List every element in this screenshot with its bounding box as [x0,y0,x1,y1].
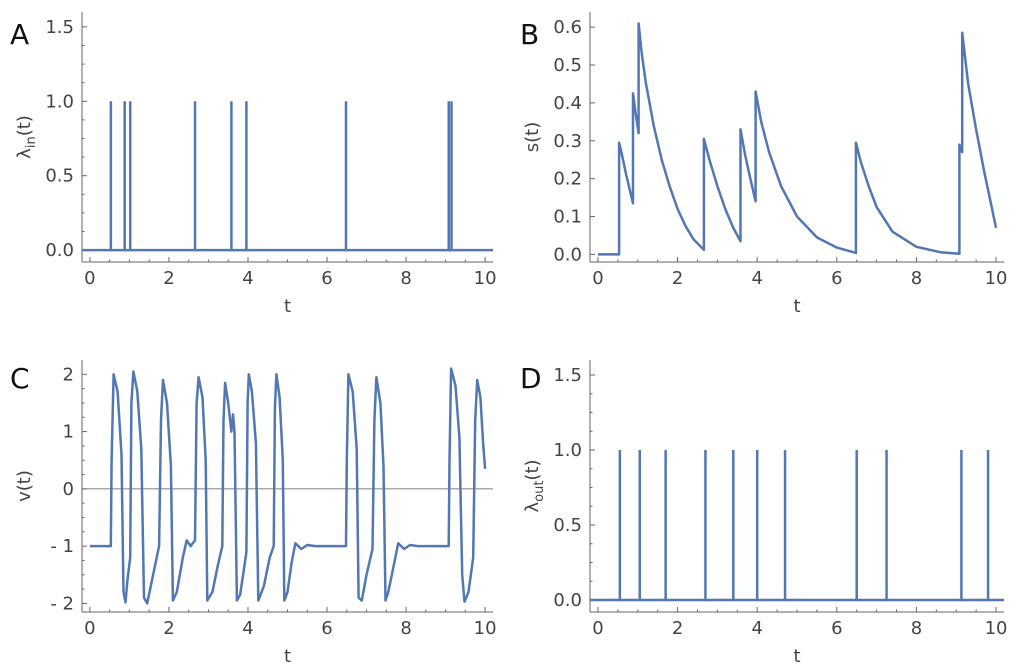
y-tick-label: 0.5 [45,166,74,187]
panel-letter: D [520,362,542,395]
x-tick-label: 0 [84,618,95,639]
x-tick-label: 0 [84,268,95,289]
panel-c: C 0 2 4 6 8 10 - 2 - 1 0 1 2 t v(t) [10,360,497,667]
x-tick-label: 10 [474,268,497,289]
y-axis-label: s(t) [522,122,543,152]
y-tick-label: 0 [63,479,74,500]
x-tick-label: 6 [321,268,332,289]
y-tick-label: 0.1 [553,207,582,228]
y-tick-label: 0.5 [553,55,582,76]
y-tick-label: 1.0 [553,440,582,461]
x-tick-label: 6 [321,618,332,639]
panel-b: B 0 2 4 6 8 10 0.0 0.1 0.2 0.3 0.4 0.5 0.6 t s(t) [520,12,1007,317]
panel-letter: C [10,362,30,395]
x-tick-label: 4 [751,268,762,289]
y-axis-label: λout(t) [522,459,547,512]
y-axis-label: λin(t) [14,115,39,159]
y-tick-label: 0.4 [553,93,582,114]
x-tick-label: 8 [911,268,922,289]
x-tick-label: 8 [911,618,922,639]
panel-letter: B [520,18,539,51]
x-tick-label: 2 [672,618,683,639]
y-tick-label: 0.5 [553,515,582,536]
y-tick-label: 2 [63,364,74,385]
x-tick-label: 6 [831,268,842,289]
x-tick-label: 10 [474,618,497,639]
panel-letter: A [10,18,29,51]
panel-d: D 0 2 4 6 8 10 0.0 0.5 1.0 1.5 t λout(t) [520,360,1007,667]
y-tick-label: 0.0 [553,590,582,611]
y-tick-label: 0.2 [553,169,582,190]
panel-a: A 0 2 4 6 8 10 0.0 0.5 1.0 1.5 t λin(t) [10,12,497,317]
x-axis-label: t [284,646,291,667]
y-tick-label: 0.0 [553,244,582,265]
y-tick-label: 0.6 [553,17,582,38]
y-tick-label: 1.5 [45,17,74,38]
x-tick-label: 8 [400,268,411,289]
y-tick-label: - 1 [50,536,74,557]
y-tick-label: 0.0 [45,240,74,261]
x-tick-label: 2 [163,268,174,289]
y-tick-label: - 2 [50,593,74,614]
y-tick-label: 1.0 [45,91,74,112]
x-tick-label: 2 [163,618,174,639]
series-line [598,22,998,256]
x-tick-label: 6 [831,618,842,639]
x-tick-label: 10 [985,268,1008,289]
x-tick-label: 10 [985,618,1008,639]
x-axis-label: t [793,646,800,667]
y-axis-label: v(t) [14,470,35,502]
x-tick-label: 4 [242,268,253,289]
x-tick-label: 8 [400,618,411,639]
y-tick-label: 0.3 [553,131,582,152]
series-line [89,367,487,605]
y-tick-label: 1.5 [553,365,582,386]
x-axis-label: t [793,296,800,317]
x-tick-label: 0 [592,618,603,639]
x-axis-label: t [284,296,291,317]
x-tick-label: 4 [242,618,253,639]
x-tick-label: 4 [751,618,762,639]
x-tick-label: 2 [672,268,683,289]
x-tick-label: 0 [592,268,603,289]
y-tick-label: 1 [63,422,74,443]
